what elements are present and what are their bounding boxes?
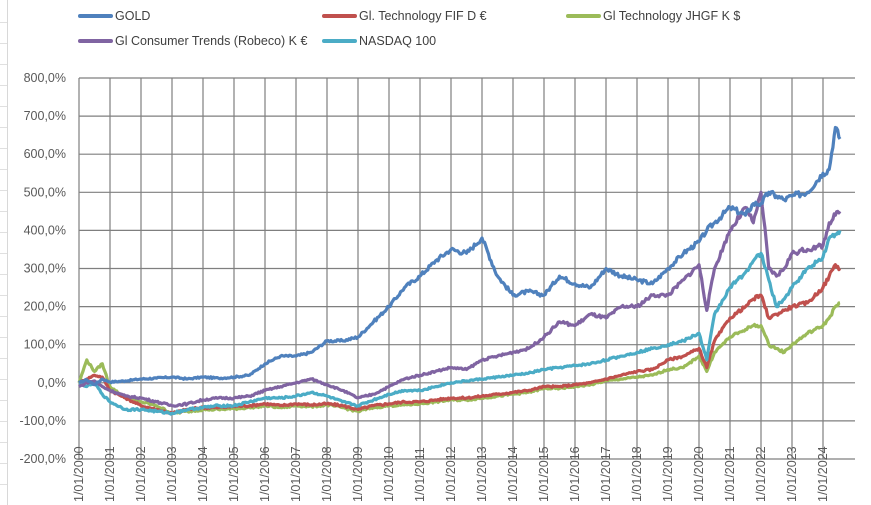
x-tick-label: 1/01/2009: [351, 446, 365, 502]
row-divider: [0, 421, 7, 422]
row-divider: [0, 211, 7, 212]
y-tick-label: 800,0%: [24, 71, 66, 85]
y-tick-label: 500,0%: [24, 185, 66, 199]
legend-swatch-icon: [78, 39, 113, 43]
x-tick-label: 1/01/2019: [661, 446, 675, 502]
y-tick-label: -100,0%: [19, 414, 66, 428]
row-divider: [0, 22, 7, 23]
legend-swatch-icon: [322, 14, 357, 18]
row-divider: [0, 358, 7, 359]
x-tick-label: 1/01/2016: [568, 446, 582, 502]
x-tick-label: 1/01/2004: [196, 446, 210, 502]
row-divider: [0, 274, 7, 275]
x-tick-label: 1/01/2020: [692, 446, 706, 502]
row-divider: [0, 295, 7, 296]
y-tick-label: 0,0%: [38, 376, 67, 390]
spreadsheet-row-edge: [0, 0, 8, 505]
x-tick-label: 1/01/2011: [413, 447, 427, 502]
x-tick-label: 1/01/2007: [289, 446, 303, 502]
series-line-gl-consumer-trends-robeco-k: [78, 190, 842, 408]
legend-item: Gl Technology JHGF K $: [566, 8, 740, 24]
y-tick-label: 300,0%: [24, 262, 66, 276]
row-divider: [0, 43, 7, 44]
y-tick-label: 100,0%: [24, 338, 66, 352]
series-lines: [77, 125, 842, 416]
x-tick-label: 1/01/2005: [227, 446, 241, 502]
row-divider: [0, 316, 7, 317]
x-tick-label: 1/01/2022: [754, 446, 768, 502]
row-divider: [0, 148, 7, 149]
legend-label: GOLD: [115, 9, 151, 23]
legend-label: Gl. Technology FIF D €: [359, 9, 487, 23]
x-tick-label: 1/01/2012: [444, 446, 458, 502]
x-tick-label: 1/01/2008: [320, 446, 334, 502]
row-divider: [0, 337, 7, 338]
row-divider: [0, 64, 7, 65]
y-tick-label: 400,0%: [24, 223, 66, 237]
series-line-nasdaq-100: [78, 229, 842, 416]
legend-item: Gl. Technology FIF D €: [322, 8, 487, 24]
x-tick-label: 1/01/2013: [475, 446, 489, 502]
x-tick-label: 1/01/2017: [599, 446, 613, 502]
legend-swatch-icon: [566, 14, 601, 18]
x-tick-label: 1/01/2021: [723, 446, 737, 502]
row-divider: [0, 484, 7, 485]
row-divider: [0, 127, 7, 128]
legend-label: Gl Technology JHGF K $: [603, 9, 741, 23]
x-tick-label: 1/01/2006: [258, 446, 272, 502]
legend-swatch-icon: [322, 39, 357, 43]
series-line-gold: [77, 125, 842, 387]
x-tick-label: 1/01/2024: [816, 446, 830, 502]
x-tick-label: 1/01/2001: [103, 446, 117, 502]
legend-label: Gl Consumer Trends (Robeco) K €: [115, 34, 308, 48]
row-divider: [0, 190, 7, 191]
row-divider: [0, 379, 7, 380]
x-tick-label: 1/01/2000: [72, 446, 86, 502]
y-tick-label: -200,0%: [19, 452, 66, 466]
legend-label: NASDAQ 100: [359, 34, 437, 48]
row-divider: [0, 253, 7, 254]
legend-item: Gl Consumer Trends (Robeco) K €: [78, 33, 307, 49]
x-tick-label: 1/01/2014: [506, 446, 520, 502]
y-tick-label: 200,0%: [24, 300, 66, 314]
y-tick-label: 700,0%: [24, 109, 66, 123]
x-tick-label: 1/01/2015: [537, 446, 551, 502]
x-tick-label: 1/01/2023: [785, 446, 799, 502]
row-divider: [0, 463, 7, 464]
row-divider: [0, 232, 7, 233]
legend-item: GOLD: [78, 8, 150, 24]
x-tick-label: 1/01/2002: [134, 446, 148, 502]
row-divider: [0, 400, 7, 401]
legend-swatch-icon: [78, 14, 113, 18]
gridlines: [78, 77, 855, 460]
row-divider: [0, 442, 7, 443]
row-divider: [0, 85, 7, 86]
row-divider: [0, 106, 7, 107]
x-tick-label: 1/01/2010: [382, 446, 396, 502]
x-axis-ticks: 1/01/2000 1/01/2001 1/01/2002 1/01/2003 1/01…: [72, 446, 830, 502]
legend-item: NASDAQ 100: [322, 33, 436, 49]
x-tick-label: 1/01/2018: [630, 446, 644, 502]
y-axis-ticks: -200,0% -100,0% 0,0% 100,0% 200,0% 300,0% 400,…: [19, 71, 66, 466]
y-tick-label: 600,0%: [24, 147, 66, 161]
x-tick-label: 1/01/2003: [165, 446, 179, 502]
row-divider: [0, 169, 7, 170]
